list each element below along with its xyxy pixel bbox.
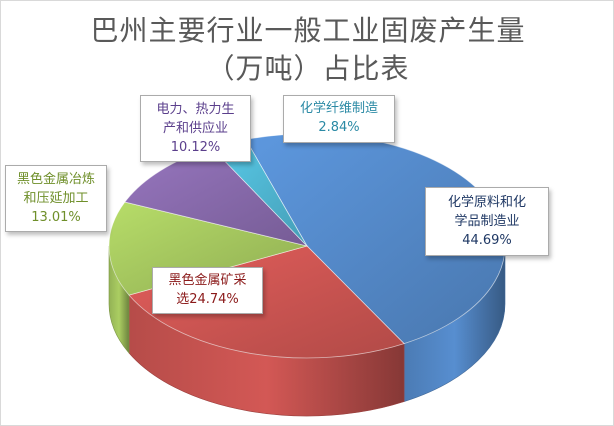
callout-chemical-fiber: 化学纤维制造 2.84% [283, 95, 395, 143]
callout-power-heat: 电力、热力生 产和供应业 10.12% [140, 95, 251, 162]
callout-ferrous-smelting-value: 13.01% [31, 210, 81, 225]
chart-title-line-2: （万吨）占比表 [206, 52, 410, 85]
callout-chemical-raw: 化学原料和化 学品制造业 44.69% [425, 187, 549, 256]
callout-ferrous-smelting: 黑色金属冶炼 和压延加工 13.01% [5, 165, 107, 232]
callout-ferrous-mining-line-1: 黑色金属矿采 [168, 273, 247, 288]
chart-title-line-1: 巴州主要行业一般工业固废产生量 [90, 14, 526, 47]
callout-power-heat-line-2: 产和供应业 [162, 121, 228, 136]
pie-top-faces [108, 133, 506, 359]
callout-ferrous-mining: 黑色金属矿采 选24.74% [152, 267, 263, 314]
callout-chemical-fiber-line-1: 化学纤维制造 [299, 101, 378, 116]
callout-chemical-raw-line-1: 化学原料和化 [447, 195, 526, 210]
callout-ferrous-smelting-line-1: 黑色金属冶炼 [16, 172, 95, 187]
pie-slice-ferrous-mining [128, 245, 405, 359]
callout-chemical-raw-value: 44.69% [462, 233, 512, 248]
callout-power-heat-line-1: 电力、热力生 [156, 102, 235, 117]
callout-power-heat-value: 10.12% [170, 140, 221, 155]
callout-chemical-raw-line-2: 学品制造业 [454, 214, 520, 229]
pie-side-walls [108, 245, 506, 417]
callout-ferrous-mining-value: 选24.74% [176, 292, 239, 307]
callout-chemical-fiber-value: 2.84% [318, 120, 360, 135]
callout-ferrous-smelting-line-2: 和压延加工 [23, 191, 89, 206]
